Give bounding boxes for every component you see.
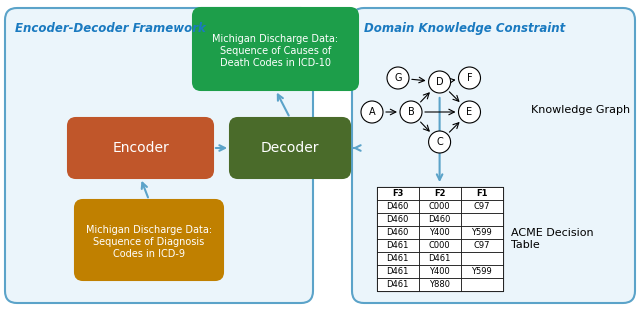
Text: F2: F2 (434, 189, 445, 198)
Bar (461, 187, 502, 200)
Text: F: F (467, 73, 472, 83)
Text: Y880: Y880 (429, 280, 450, 289)
Text: B: B (408, 107, 414, 117)
Circle shape (387, 67, 409, 89)
Text: D460: D460 (387, 202, 409, 211)
Bar (376, 278, 419, 291)
Bar (461, 278, 502, 291)
Text: D461: D461 (387, 267, 409, 276)
Circle shape (361, 101, 383, 123)
Text: D461: D461 (387, 254, 409, 263)
Bar (376, 265, 419, 278)
FancyBboxPatch shape (230, 118, 350, 178)
Circle shape (458, 101, 481, 123)
Circle shape (429, 71, 451, 93)
Text: D461: D461 (387, 280, 409, 289)
Bar (461, 226, 502, 239)
Circle shape (429, 131, 451, 153)
Text: Knowledge Graph: Knowledge Graph (531, 105, 630, 115)
Text: D461: D461 (428, 254, 451, 263)
Bar (376, 187, 502, 291)
Bar (376, 200, 419, 213)
Bar (419, 226, 461, 239)
Bar (419, 213, 461, 226)
Bar (419, 239, 461, 252)
Text: D: D (436, 77, 444, 87)
FancyBboxPatch shape (352, 8, 635, 303)
Text: Domain Knowledge Constraint: Domain Knowledge Constraint (364, 22, 565, 35)
Bar (461, 200, 502, 213)
Text: Y599: Y599 (471, 267, 492, 276)
Circle shape (458, 67, 481, 89)
Text: ACME Decision
Table: ACME Decision Table (511, 228, 593, 250)
Bar (419, 200, 461, 213)
Text: D461: D461 (387, 241, 409, 250)
FancyBboxPatch shape (68, 118, 213, 178)
Bar (376, 239, 419, 252)
Text: D460: D460 (428, 215, 451, 224)
FancyBboxPatch shape (75, 200, 223, 280)
Bar (376, 252, 419, 265)
Text: F1: F1 (476, 189, 487, 198)
Text: Encoder: Encoder (112, 141, 169, 155)
Bar (376, 226, 419, 239)
Bar (461, 239, 502, 252)
Text: Y599: Y599 (471, 228, 492, 237)
Text: E: E (467, 107, 472, 117)
Bar (419, 265, 461, 278)
Bar (376, 213, 419, 226)
Bar (419, 278, 461, 291)
Bar (419, 252, 461, 265)
Text: C000: C000 (429, 241, 451, 250)
Bar (461, 213, 502, 226)
FancyBboxPatch shape (5, 8, 313, 303)
Circle shape (400, 101, 422, 123)
Text: D460: D460 (387, 215, 409, 224)
Text: G: G (394, 73, 402, 83)
Bar (461, 252, 502, 265)
Bar (461, 265, 502, 278)
Text: C: C (436, 137, 443, 147)
Text: Michigan Discharge Data:
Sequence of Diagnosis
Codes in ICD-9: Michigan Discharge Data: Sequence of Dia… (86, 225, 212, 259)
Text: C000: C000 (429, 202, 451, 211)
Bar (376, 187, 419, 200)
Text: Y400: Y400 (429, 267, 450, 276)
Text: Y400: Y400 (429, 228, 450, 237)
Text: C97: C97 (474, 241, 490, 250)
Text: Encoder-Decoder Framework: Encoder-Decoder Framework (15, 22, 206, 35)
Text: F3: F3 (392, 189, 403, 198)
Text: C97: C97 (474, 202, 490, 211)
Text: D460: D460 (387, 228, 409, 237)
FancyBboxPatch shape (193, 8, 358, 90)
Text: Decoder: Decoder (260, 141, 319, 155)
Text: Michigan Discharge Data:
Sequence of Causes of
Death Codes in ICD-10: Michigan Discharge Data: Sequence of Cau… (212, 34, 339, 68)
Bar (419, 187, 461, 200)
Text: A: A (369, 107, 375, 117)
